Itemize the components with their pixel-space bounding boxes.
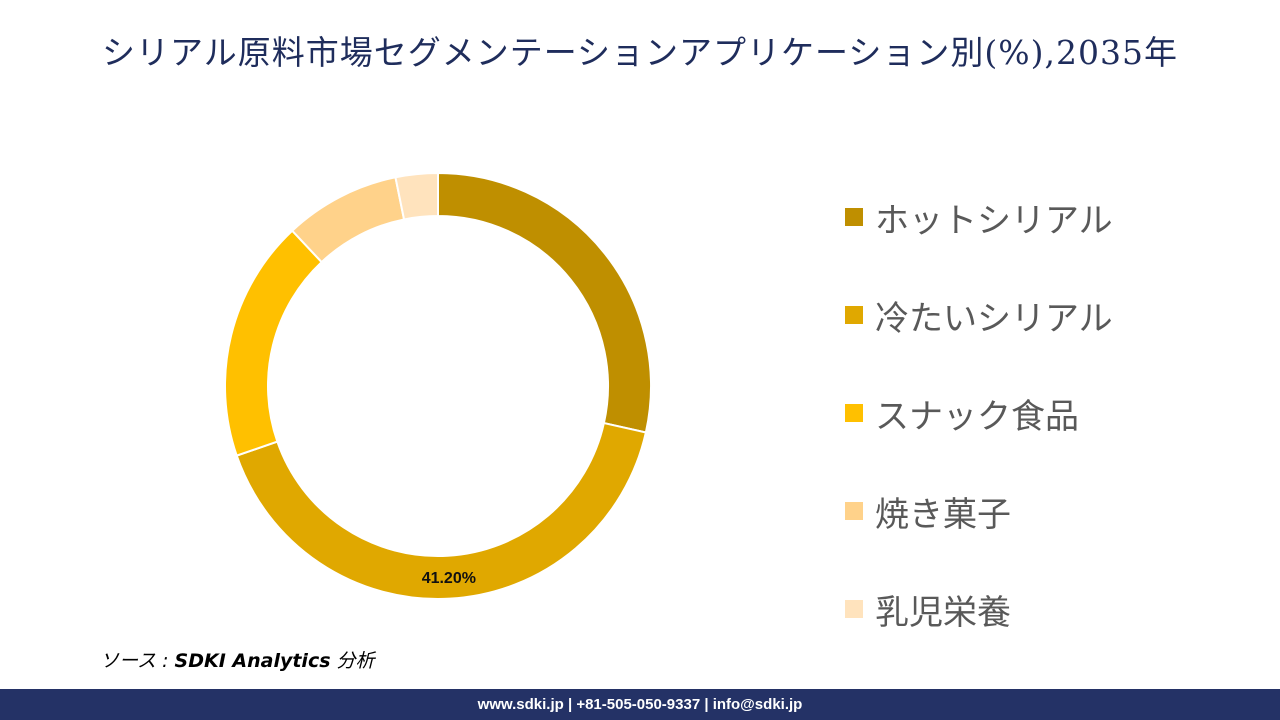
- chart-title: シリアル原料市場セグメンテーションアプリケーション別(%),2035年: [102, 33, 1178, 72]
- legend-item-2: 冷たいシリアル: [845, 266, 1265, 364]
- donut-chart: 41.20%: [224, 171, 652, 600]
- legend-item-5: 乳児栄養: [845, 560, 1265, 658]
- legend-item-4: 焼き菓子: [845, 462, 1265, 560]
- donut-slice-2: [235, 421, 648, 600]
- donut-slice-1: [437, 171, 652, 434]
- donut-chart-container: 41.20%: [218, 166, 658, 606]
- legend-item-3: スナック食品: [845, 364, 1265, 462]
- legend-label-1: ホットシリアル: [875, 200, 1113, 241]
- legend-swatch-5: [845, 600, 863, 618]
- donut-data-label-2: 41.20%: [422, 570, 476, 587]
- source-name: SDKI Analytics: [174, 650, 331, 672]
- chart-legend: ホットシリアル 冷たいシリアル スナック食品 焼き菓子乳児栄養: [845, 168, 1265, 658]
- legend-swatch-4: [845, 502, 863, 520]
- legend-label-5: 乳児栄養: [875, 592, 1011, 633]
- source-note: ソース : SDKI Analytics 分析: [100, 646, 375, 673]
- source-prefix: ソース :: [100, 650, 175, 672]
- legend-swatch-2: [845, 306, 863, 324]
- source-suffix: 分析: [330, 650, 375, 672]
- legend-swatch-3: [845, 404, 863, 422]
- donut-slice-4: [290, 176, 406, 264]
- legend-swatch-1: [845, 208, 863, 226]
- donut-slice-5: [394, 171, 439, 221]
- footer-contact: www.sdki.jp | +81-505-050-9337 | info@sd…: [477, 696, 803, 713]
- legend-label-4: 焼き菓子: [875, 494, 1011, 535]
- footer-bar: www.sdki.jp | +81-505-050-9337 | info@sd…: [0, 689, 1280, 720]
- legend-item-1: ホットシリアル: [845, 168, 1265, 266]
- donut-slice-3: [224, 229, 324, 457]
- legend-label-2: 冷たいシリアル: [875, 298, 1113, 339]
- legend-label-3: スナック食品: [875, 396, 1079, 437]
